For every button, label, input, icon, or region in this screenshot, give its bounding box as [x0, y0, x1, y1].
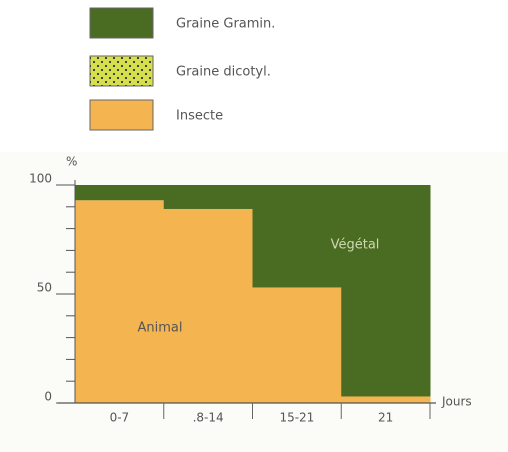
- segment: [252, 185, 342, 288]
- segment: [75, 185, 165, 201]
- annotation: Animal: [138, 321, 183, 336]
- legend-swatch: [89, 7, 154, 39]
- x-tick-label: 15-21: [279, 411, 314, 425]
- x-tick-label: .8-14: [193, 411, 224, 425]
- y-tick-label: 100: [29, 172, 52, 186]
- y-tick-label: 0: [44, 390, 52, 404]
- legend-label: Graine dicotyl.: [176, 65, 271, 80]
- segment: [252, 287, 342, 403]
- x-tick-label: 0-7: [110, 411, 130, 425]
- legend-label: Insecte: [176, 109, 223, 124]
- y-axis-label: %: [66, 155, 77, 169]
- x-tick-label: 21: [378, 411, 393, 425]
- segment: [341, 185, 431, 397]
- segment: [163, 185, 253, 209]
- x-axis-label: Jours: [441, 395, 472, 409]
- segment: [75, 200, 165, 403]
- legend-swatch-pattern: [90, 56, 153, 86]
- annotation: Végétal: [331, 238, 380, 253]
- legend-swatch: [89, 99, 154, 131]
- segment: [341, 396, 431, 403]
- y-tick-label: 50: [37, 281, 52, 295]
- legend-label: Graine Gramin.: [176, 17, 275, 32]
- segment: [163, 208, 253, 403]
